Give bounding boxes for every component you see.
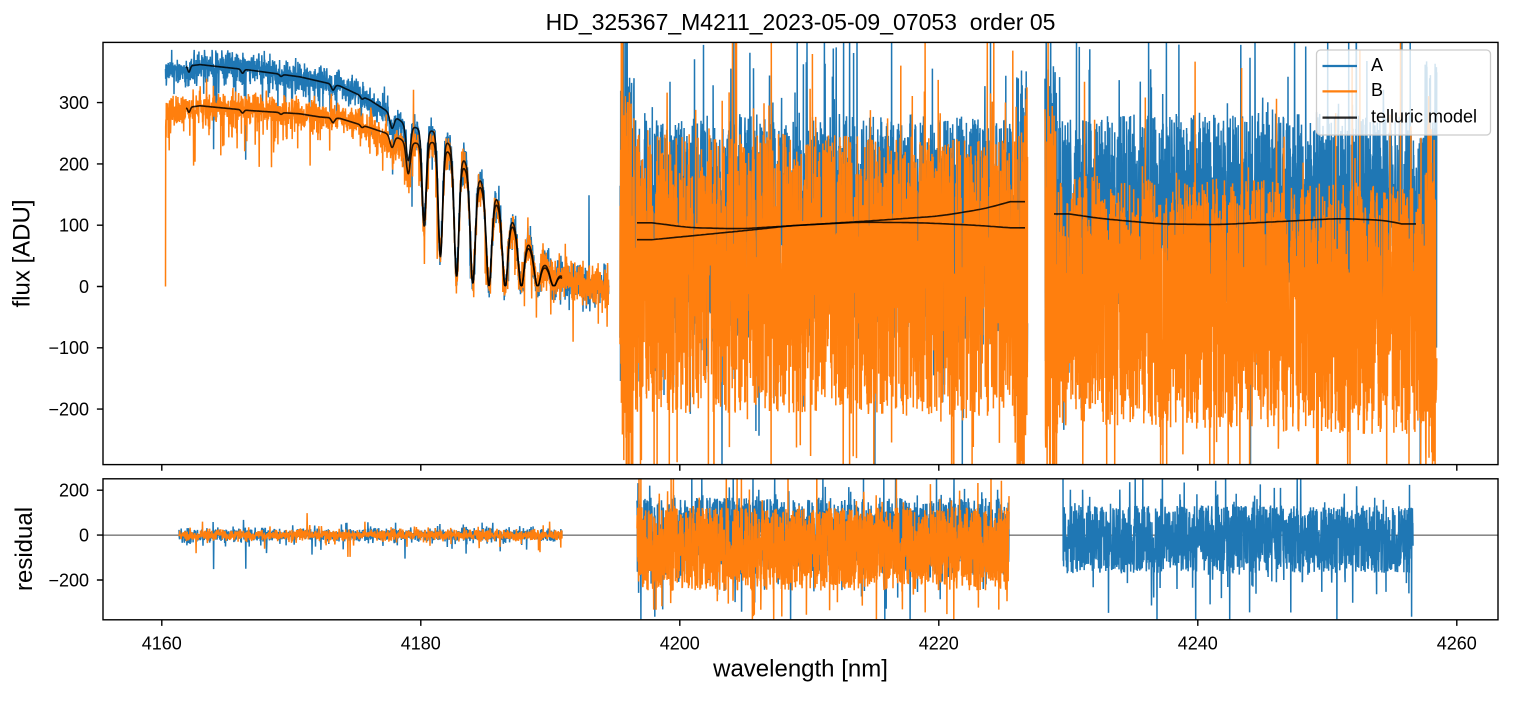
svg-text:4220: 4220 — [919, 634, 959, 654]
svg-text:4200: 4200 — [660, 634, 700, 654]
svg-text:200: 200 — [59, 154, 89, 174]
svg-text:4260: 4260 — [1437, 634, 1477, 654]
svg-text:0: 0 — [79, 277, 89, 297]
svg-text:HD_325367_M4211_2023-05-09_070: HD_325367_M4211_2023-05-09_07053 order 0… — [546, 9, 1056, 35]
svg-text:100: 100 — [59, 216, 89, 236]
svg-text:300: 300 — [59, 93, 89, 113]
svg-text:flux [ADU]: flux [ADU] — [9, 199, 36, 307]
svg-text:−200: −200 — [48, 570, 89, 590]
svg-text:4180: 4180 — [401, 634, 441, 654]
svg-text:B: B — [1371, 80, 1383, 100]
svg-text:200: 200 — [59, 481, 89, 501]
svg-text:4160: 4160 — [142, 634, 182, 654]
svg-text:4240: 4240 — [1178, 634, 1218, 654]
svg-text:−100: −100 — [48, 338, 89, 358]
svg-text:wavelength [nm]: wavelength [nm] — [712, 656, 888, 683]
svg-text:A: A — [1371, 55, 1383, 75]
svg-text:residual: residual — [11, 507, 38, 591]
svg-text:0: 0 — [79, 526, 89, 546]
svg-text:telluric model: telluric model — [1371, 106, 1477, 126]
svg-text:−200: −200 — [48, 400, 89, 420]
